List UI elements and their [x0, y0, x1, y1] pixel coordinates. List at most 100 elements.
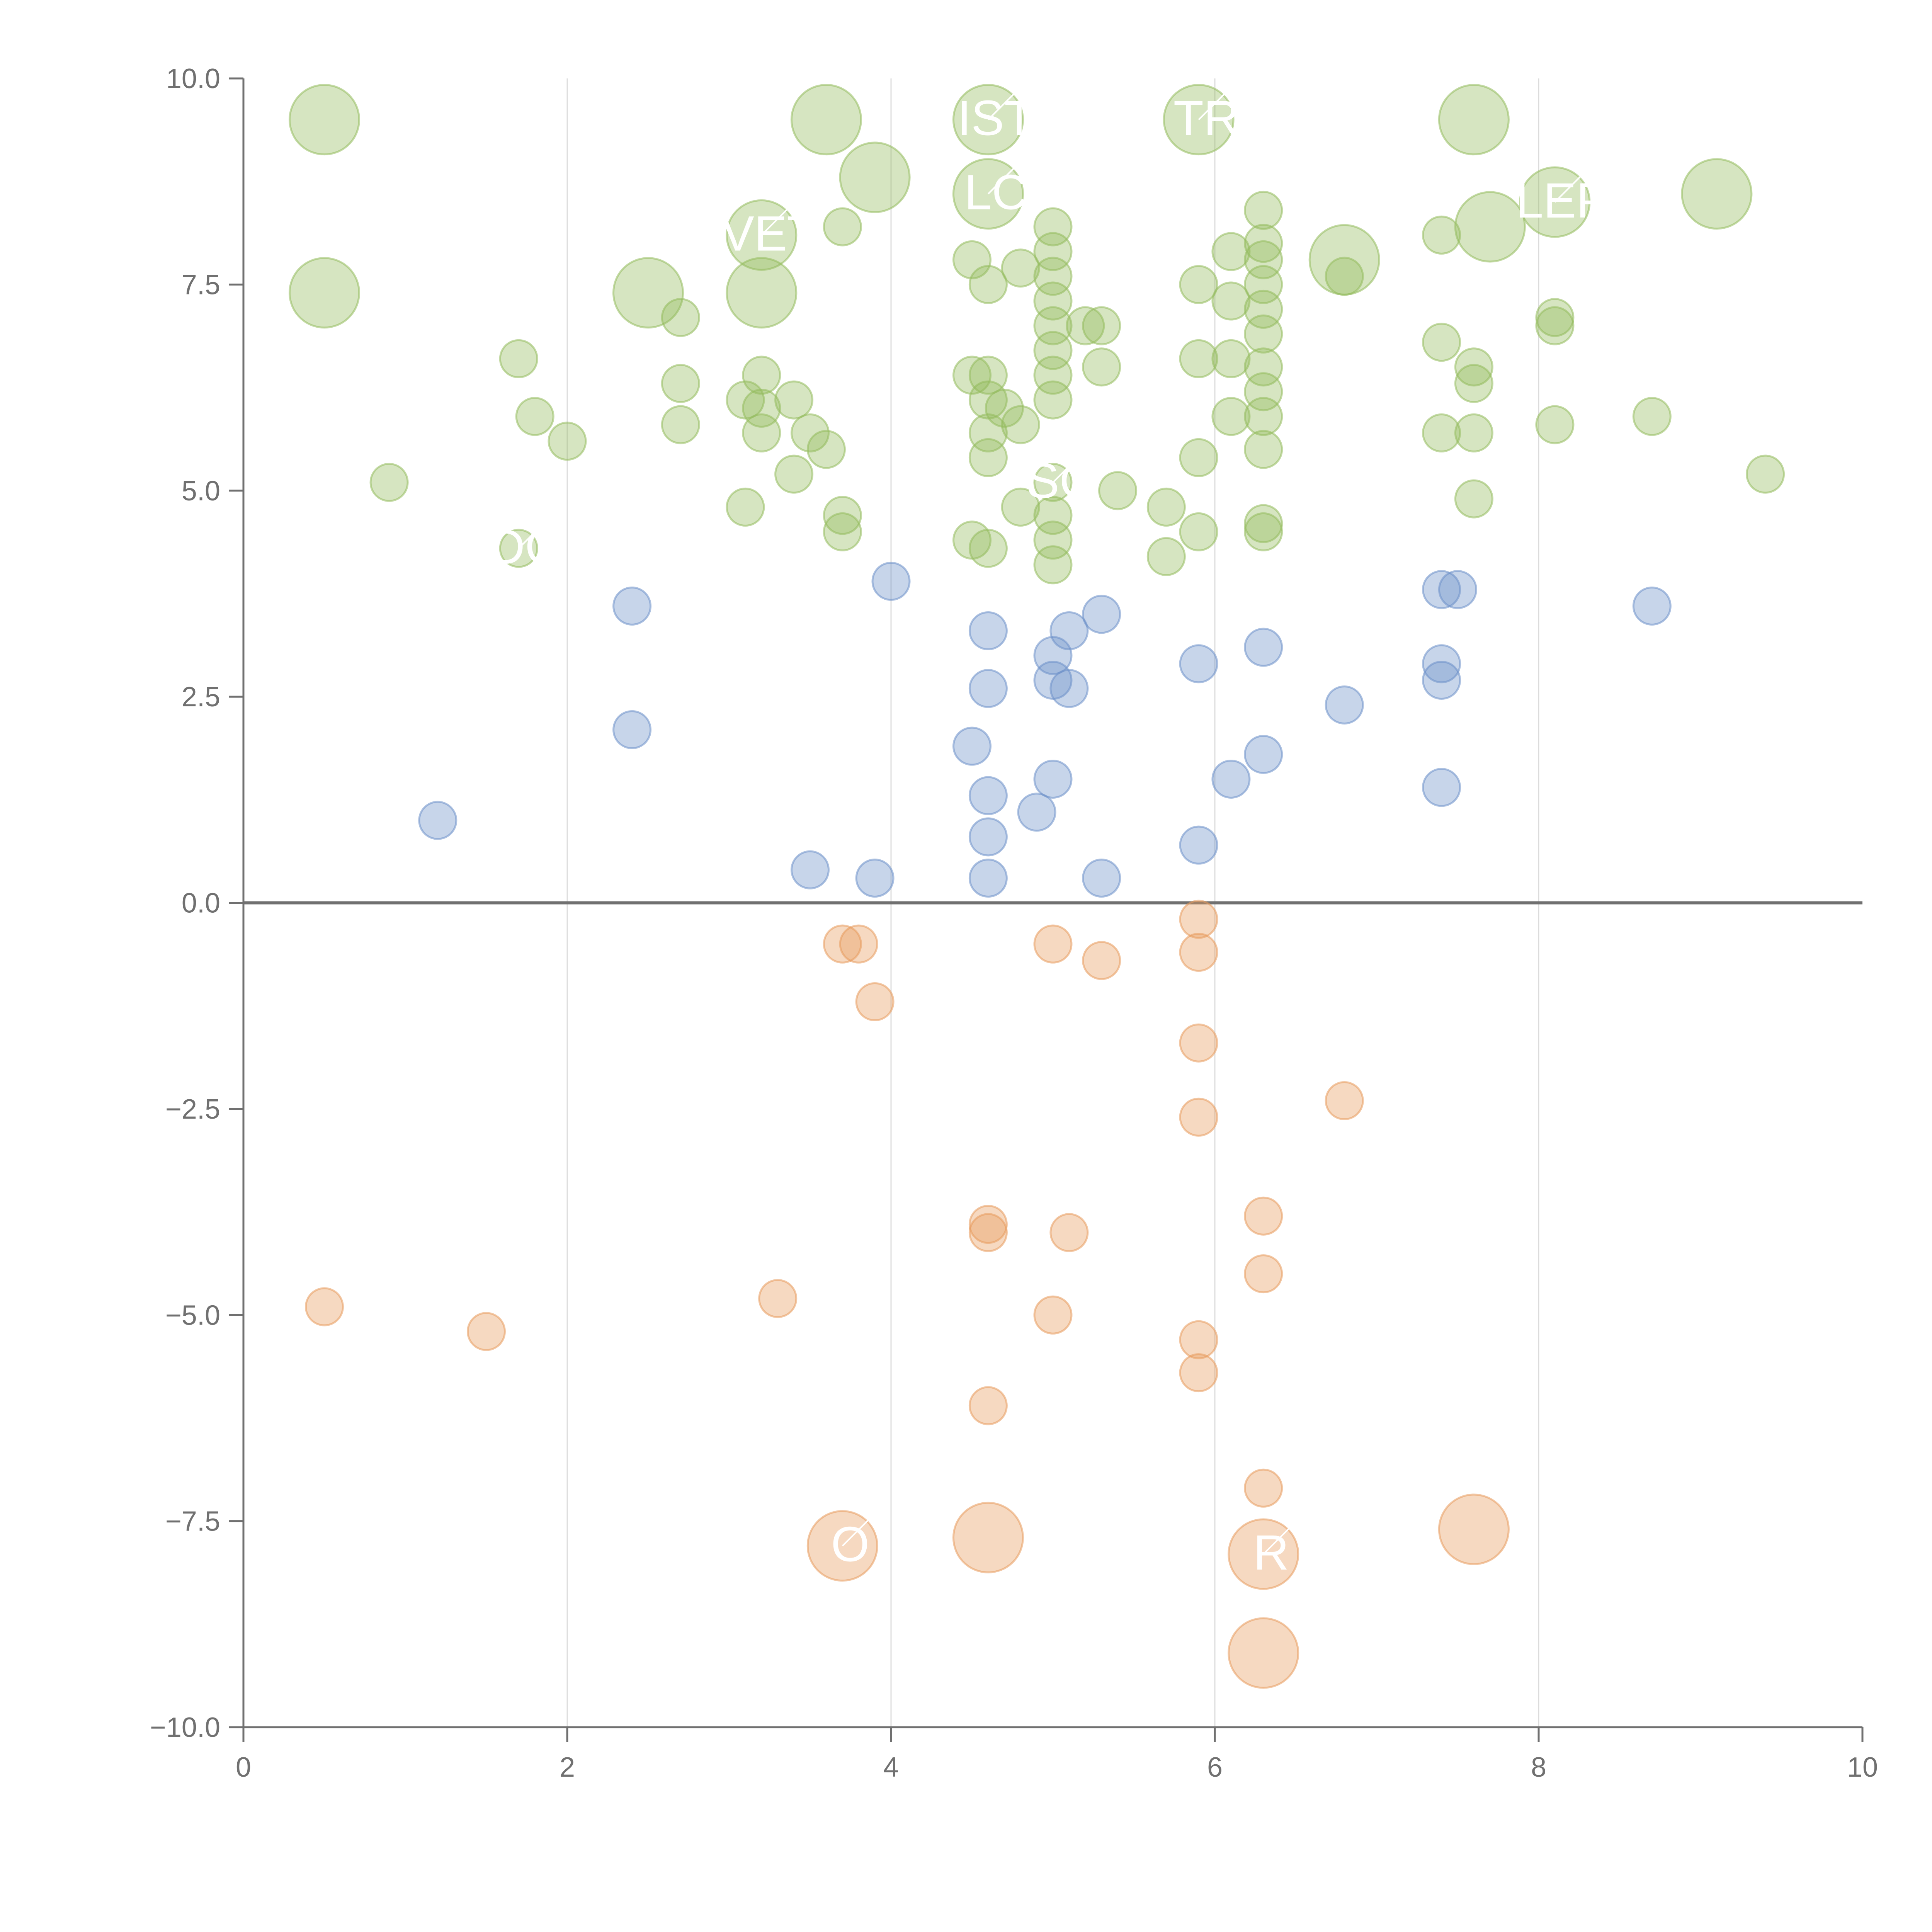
data-point-green	[1179, 339, 1218, 378]
data-point-blue	[791, 850, 830, 889]
data-point-orange	[1179, 1353, 1218, 1393]
data-point-green	[1422, 323, 1461, 362]
data-point-green	[1244, 397, 1283, 436]
data-point-green	[1033, 380, 1073, 420]
data-point-orange	[968, 1386, 1008, 1425]
data-point-green	[1244, 512, 1283, 551]
label-leader-line	[842, 1518, 870, 1547]
data-point-blue	[1049, 611, 1089, 650]
data-point-green	[774, 380, 814, 420]
data-point-orange	[1325, 1081, 1364, 1121]
data-point-green	[1681, 158, 1753, 230]
x-tick-label: 0	[236, 1752, 251, 1783]
label-leader-line	[518, 520, 546, 549]
data-point-orange	[1228, 1617, 1299, 1689]
axes: 0 2 4 6 8 10 10.0 7.5 5.0 2.5 0.0 −2.5 −5.0 −7.5 −10.0	[150, 63, 1878, 1783]
data-point-green	[499, 339, 538, 378]
data-point-blue	[1033, 759, 1073, 799]
data-point-orange	[467, 1312, 506, 1351]
data-point-orange	[952, 1502, 1024, 1573]
label-leader-line	[987, 92, 1016, 121]
data-point-green	[985, 388, 1024, 428]
data-point-green	[1454, 413, 1493, 452]
bubble-label: TR	[1173, 91, 1240, 146]
data-point-green	[726, 257, 798, 329]
bubble-label: DO	[489, 519, 563, 575]
label-leader-line	[1554, 174, 1583, 203]
data-point-orange	[1179, 1320, 1218, 1359]
data-point-green	[726, 487, 765, 527]
data-point-orange	[1244, 1468, 1283, 1508]
data-point-green	[515, 397, 554, 436]
label-leader-line	[987, 166, 1016, 195]
data-point-green	[1211, 281, 1251, 321]
data-point-green	[742, 355, 781, 395]
data-point-blue	[1017, 793, 1056, 832]
data-point-green	[369, 463, 409, 502]
data-point-blue	[968, 817, 1008, 857]
data-point-orange	[1033, 924, 1073, 964]
data-point-green	[839, 141, 911, 213]
data-point-green	[1066, 306, 1105, 345]
data-point-green	[1211, 232, 1251, 271]
data-point-green	[742, 413, 781, 452]
data-point-blue	[1179, 825, 1218, 865]
data-point-blue	[968, 669, 1008, 708]
data-point-green	[968, 438, 1008, 477]
data-point-green	[1244, 190, 1283, 230]
data-point-blue	[1211, 759, 1251, 799]
label-leader-line	[761, 207, 789, 236]
data-point-blue	[612, 586, 652, 626]
data-point-green	[1244, 504, 1283, 543]
bubble-label: LEP	[1516, 173, 1609, 228]
bubble-label: SC	[1026, 453, 1095, 509]
bubble-label: IST	[957, 91, 1034, 146]
data-point-green	[1179, 438, 1218, 477]
y-tick-label: 10.0	[166, 63, 220, 94]
data-point-orange	[1179, 933, 1218, 972]
label-leader-line	[1263, 1526, 1291, 1555]
data-point-orange	[1082, 941, 1121, 980]
bubble-label: O	[831, 1517, 870, 1572]
data-point-green	[1454, 364, 1493, 403]
y-tick-label: −5.0	[165, 1300, 220, 1331]
data-point-green	[548, 422, 587, 461]
y-tick-label: −2.5	[165, 1094, 220, 1125]
data-point-green	[1454, 191, 1526, 263]
data-point-green	[1082, 347, 1121, 387]
bubble-label: VET	[721, 206, 817, 261]
data-point-green	[1422, 413, 1461, 452]
data-point-green	[823, 207, 862, 247]
data-point-blue	[968, 611, 1008, 650]
data-point-blue	[1422, 570, 1461, 609]
data-point-green	[1422, 215, 1461, 255]
y-tick-label: 2.5	[182, 682, 220, 713]
data-point-orange	[1179, 1097, 1218, 1137]
data-point-green	[1098, 471, 1138, 510]
data-point-orange	[1049, 1213, 1089, 1252]
x-tick-label: 6	[1207, 1752, 1223, 1783]
data-point-blue	[1244, 628, 1283, 667]
data-point-green	[952, 240, 992, 279]
data-point-blue	[952, 726, 992, 766]
data-point-green	[1535, 298, 1575, 337]
data-point-orange	[823, 924, 862, 964]
data-point-green	[774, 454, 814, 494]
data-point-orange	[1244, 1254, 1283, 1294]
data-point-green	[1146, 487, 1186, 527]
data-point-green	[1325, 257, 1364, 296]
label-leader-line	[1052, 455, 1081, 483]
data-point-orange	[968, 1205, 1008, 1244]
data-point-green	[1211, 339, 1251, 378]
data-point-green	[1146, 537, 1186, 576]
data-point-green	[661, 364, 700, 403]
data-point-green	[1535, 405, 1575, 444]
bubble-label: R	[1253, 1525, 1289, 1580]
label-leader-line	[1198, 92, 1226, 121]
data-point-blue	[1082, 595, 1121, 634]
data-point-green	[1001, 248, 1040, 288]
y-tick-label: 7.5	[182, 269, 220, 300]
data-point-green	[1454, 479, 1493, 519]
data-point-blue	[1179, 644, 1218, 684]
